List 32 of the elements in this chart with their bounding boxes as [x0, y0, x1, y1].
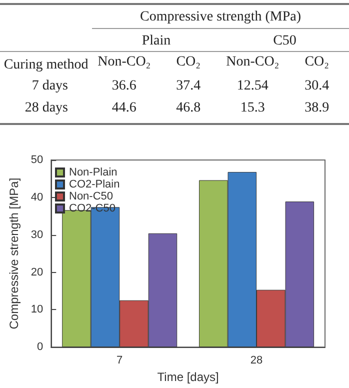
- data-label: 15.3: [240, 100, 265, 116]
- y-tick-label: 28 days: [24, 100, 68, 116]
- data-label: 12.54: [236, 78, 268, 94]
- legend-label: Non-C50: [69, 190, 114, 202]
- legend-label: CO2-Plain: [69, 178, 120, 190]
- x-tick-label: CO₂: [304, 54, 330, 70]
- text: C50: [273, 34, 296, 48]
- data-label: 38.9: [304, 100, 330, 116]
- x-tick-label: 28: [250, 354, 263, 367]
- x-tick-label: Non-CO₂: [226, 54, 280, 70]
- y-tick-label: 10: [30, 304, 44, 316]
- data-label: 36.6: [112, 78, 136, 94]
- y-tick-label: 0: [37, 341, 44, 354]
- y-axis-title: Curing method: [4, 58, 88, 72]
- y-tick-label: 30: [30, 228, 44, 241]
- y-tick-label: 7 days: [32, 78, 68, 94]
- data-label: 44.6: [112, 100, 136, 116]
- y-tick-label: 40: [30, 191, 44, 204]
- x-tick-label: CO₂: [176, 54, 201, 70]
- x-axis-title: Time [days]: [157, 370, 219, 384]
- x-tick-label: Non-CO₂: [98, 54, 151, 70]
- y-tick-label: 50: [30, 154, 44, 166]
- y-tick-label: 20: [30, 266, 44, 278]
- legend-label: Non-Plain: [69, 166, 118, 178]
- text: Plain: [142, 34, 171, 48]
- y-axis-title: Compressive strength [MPa]: [7, 178, 21, 330]
- data-label: 46.8: [176, 100, 201, 116]
- legend-label: CO2-C50: [69, 202, 116, 214]
- x-tick-label: 7: [116, 354, 123, 367]
- data-label: 37.4: [176, 78, 201, 94]
- data-label: 30.4: [304, 78, 330, 94]
- chart-title: Compressive strength (MPa): [140, 10, 302, 24]
